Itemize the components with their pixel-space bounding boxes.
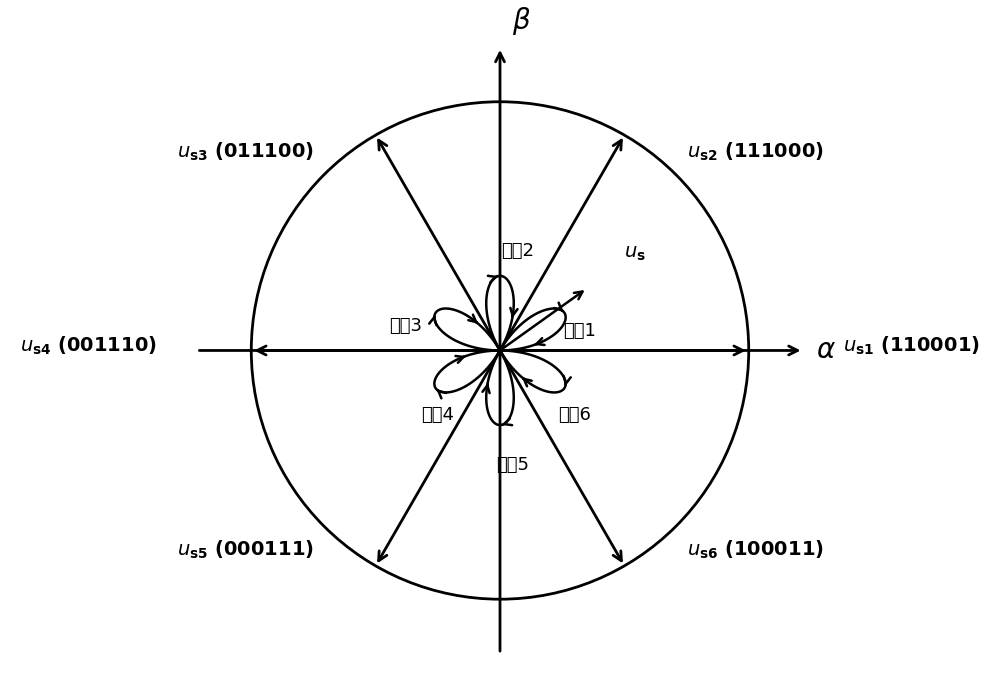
Text: $\mathit{u}_{\mathregular{s4}}$ $\mathbf{(001110)}$: $\mathit{u}_{\mathregular{s4}}$ $\mathbf… bbox=[20, 334, 157, 357]
Text: $\mathit{u}_{\mathregular{s6}}$ $\mathbf{(100011)}$: $\mathit{u}_{\mathregular{s6}}$ $\mathbf… bbox=[687, 538, 823, 561]
Text: 扇区1: 扇区1 bbox=[563, 322, 596, 340]
Text: $\mathit{u}_{\mathregular{s}}$: $\mathit{u}_{\mathregular{s}}$ bbox=[624, 244, 646, 263]
Text: 扇区3: 扇区3 bbox=[389, 316, 422, 334]
Text: 扇区6: 扇区6 bbox=[558, 406, 591, 424]
Text: $\mathit{u}_{\mathregular{s1}}$ $\mathbf{(110001)}$: $\mathit{u}_{\mathregular{s1}}$ $\mathbf… bbox=[843, 334, 980, 357]
Text: $\mathit{u}_{\mathregular{s2}}$ $\mathbf{(111000)}$: $\mathit{u}_{\mathregular{s2}}$ $\mathbf… bbox=[687, 141, 823, 163]
Text: 扇区2: 扇区2 bbox=[501, 242, 534, 260]
Text: 扇区5: 扇区5 bbox=[496, 456, 529, 474]
Text: $\mathit{u}_{\mathregular{s5}}$ $\mathbf{(000111)}$: $\mathit{u}_{\mathregular{s5}}$ $\mathbf… bbox=[177, 538, 313, 561]
Text: $\beta$: $\beta$ bbox=[512, 5, 531, 37]
Text: $\mathit{u}_{\mathregular{s3}}$ $\mathbf{(011100)}$: $\mathit{u}_{\mathregular{s3}}$ $\mathbf… bbox=[177, 141, 313, 163]
Text: $\alpha$: $\alpha$ bbox=[816, 336, 836, 365]
Text: 扇区4: 扇区4 bbox=[421, 406, 454, 424]
